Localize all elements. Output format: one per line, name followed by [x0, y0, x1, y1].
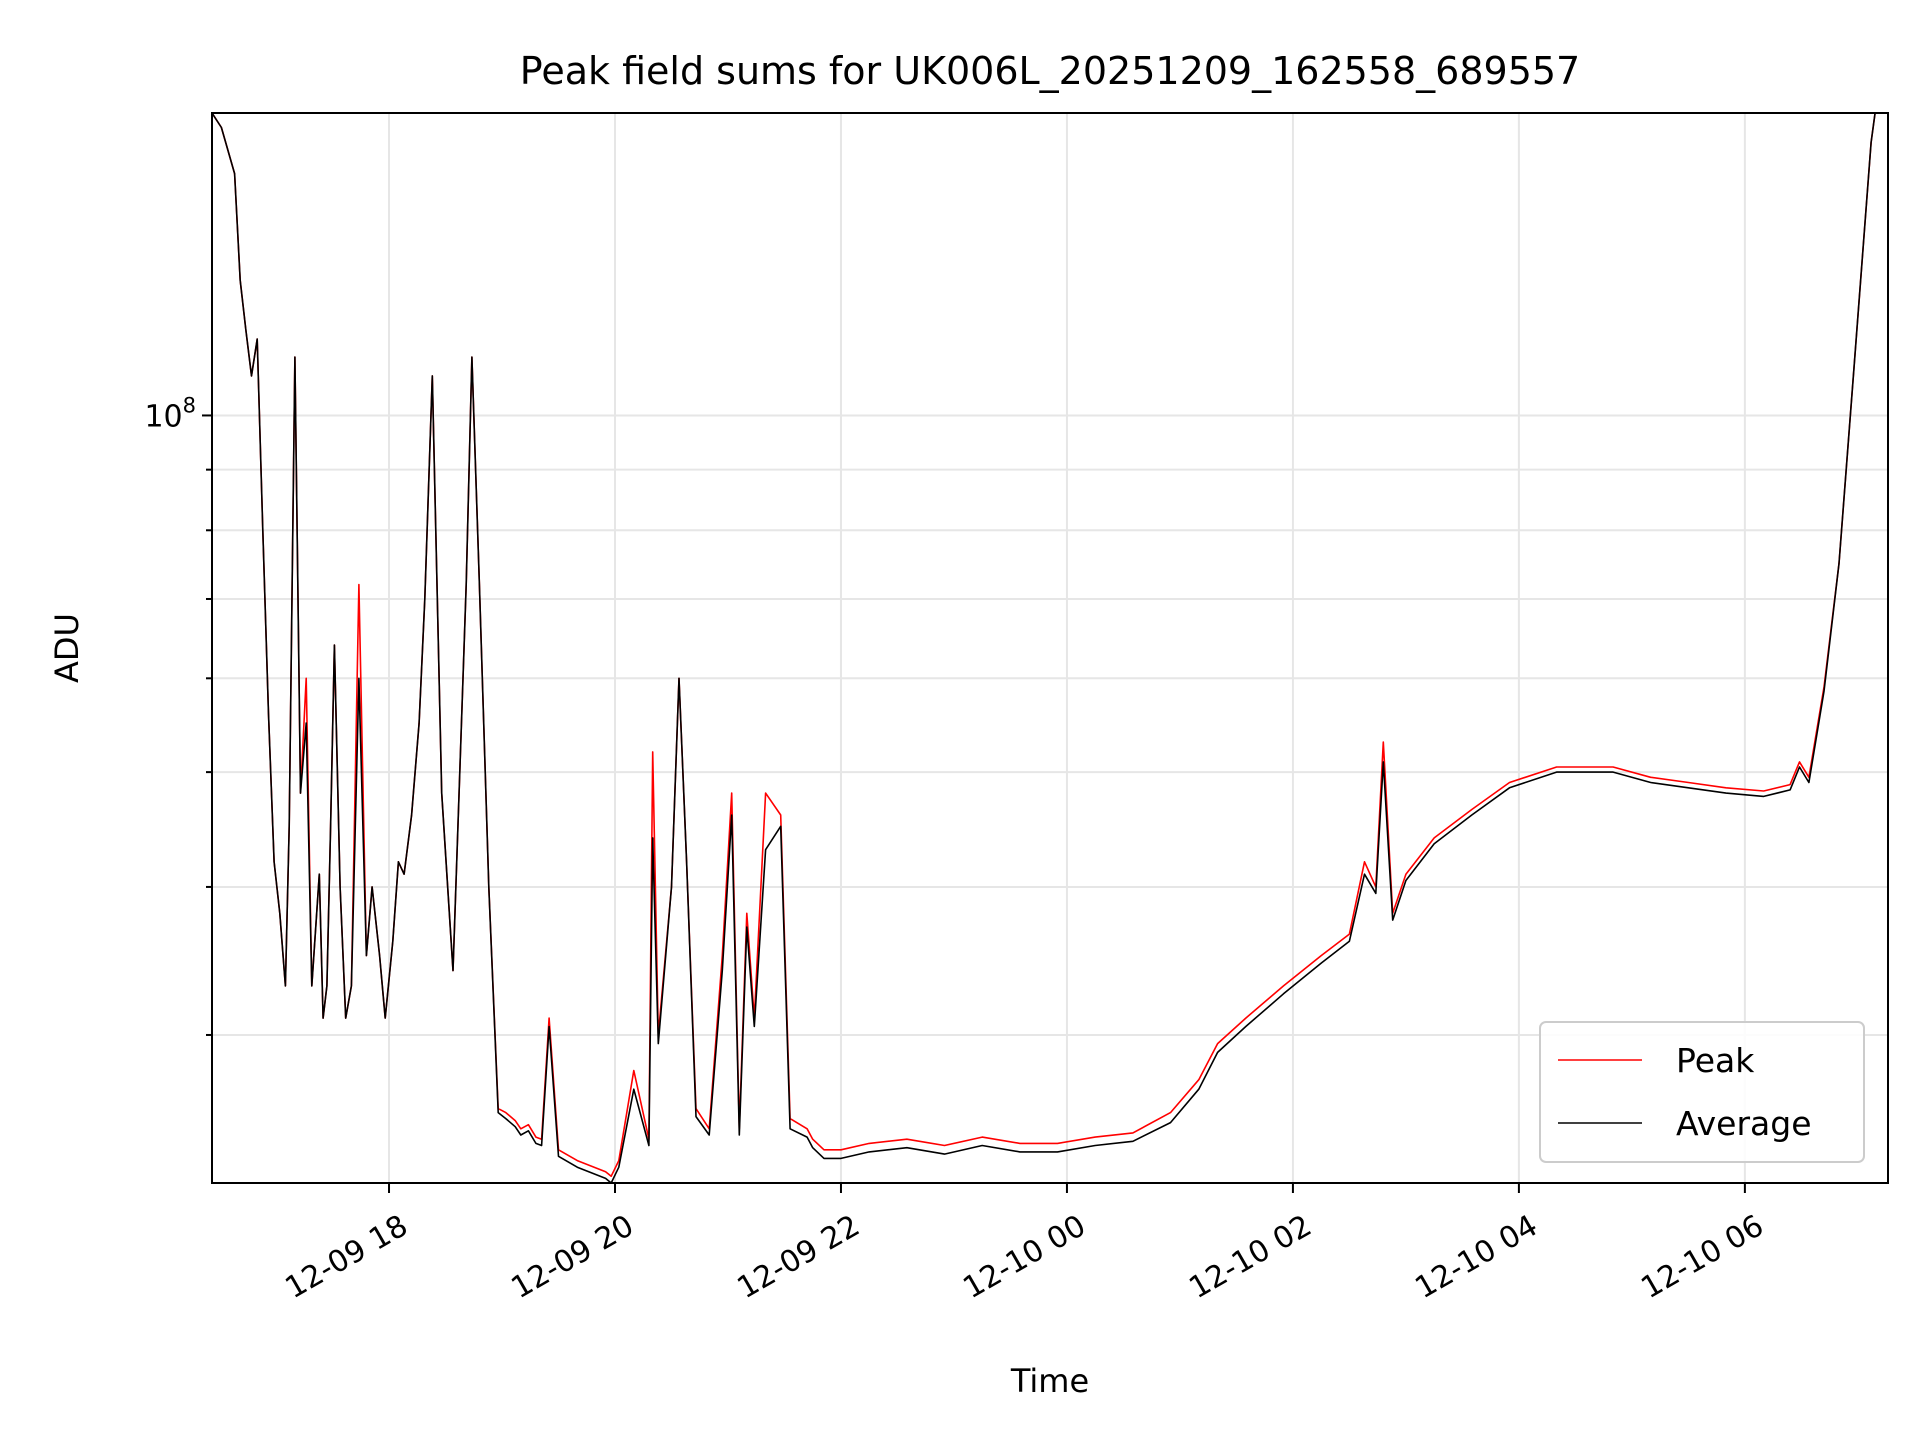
series-line-average [212, 113, 1876, 1183]
y-axis-ticks: 108 [144, 393, 212, 1036]
y-tick-label: 108 [144, 393, 196, 434]
x-axis-label: Time [1010, 1362, 1089, 1400]
legend-label-average: Average [1676, 1104, 1812, 1143]
chart-title: Peak field sums for UK006L_20251209_1625… [520, 49, 1580, 93]
grid-lines [212, 113, 1888, 1183]
legend-box [1539, 1021, 1865, 1163]
series-lines [212, 113, 1876, 1183]
legend: Peak Average [1539, 1021, 1865, 1163]
y-axis-label: ADU [48, 613, 86, 683]
legend-label-peak: Peak [1676, 1041, 1755, 1080]
plot-area-frame [211, 112, 1889, 1184]
